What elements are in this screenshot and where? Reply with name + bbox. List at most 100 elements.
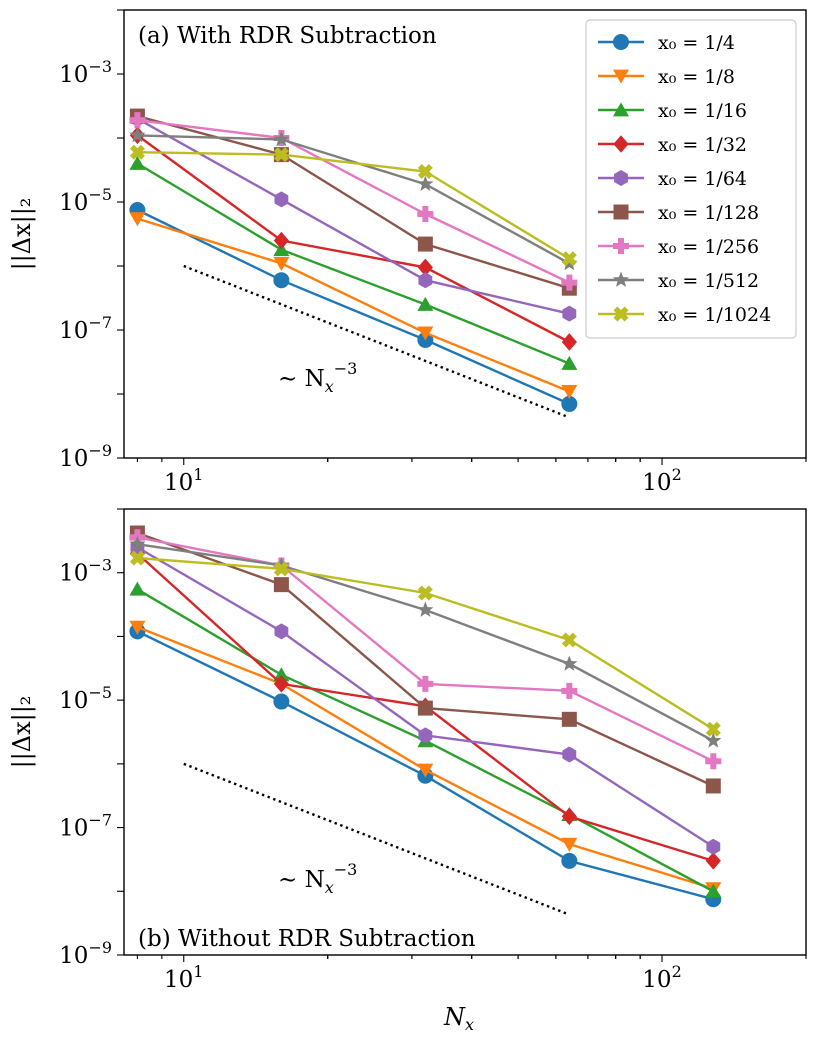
series-line: [137, 134, 570, 265]
series-line: [136, 531, 714, 788]
series-line: [137, 114, 570, 290]
data-point: [129, 112, 146, 129]
data-point: [417, 763, 434, 778]
data-point: [129, 535, 146, 552]
legend-marker: [613, 102, 629, 117]
series-line: [137, 119, 570, 284]
series-8: [129, 535, 722, 748]
panel-label: (b) Without RDR Subtraction: [138, 926, 476, 952]
legend-label: x₀ = 1/4: [658, 32, 735, 54]
series-9: [129, 144, 577, 267]
x-tick-label: 102: [642, 962, 681, 993]
data-point: [273, 693, 290, 710]
data-point: [273, 256, 290, 271]
data-point: [273, 577, 289, 593]
reference-slope-line: [183, 762, 567, 915]
series-line: [136, 208, 570, 405]
legend-label: x₀ = 1/512: [658, 270, 759, 292]
legend-item: x₀ = 1/256: [598, 236, 759, 258]
data-point: [706, 838, 721, 855]
data-point: [417, 585, 433, 601]
series-2: [129, 212, 578, 399]
data-point: [561, 274, 578, 291]
legend-item: x₀ = 1/16: [598, 100, 747, 122]
legend-item: x₀ = 1/1024: [598, 304, 771, 326]
data-point: [274, 191, 289, 208]
y-tick-label: 10−7: [59, 313, 112, 344]
legend-label: x₀ = 1/256: [658, 236, 759, 258]
data-point: [561, 333, 577, 351]
panel-b: 101 102 10−3 10−5 10−7 10−9 ||Δx||₂ Nx ∼ Nx−3 (b)…: [8, 508, 807, 1034]
legend-label: x₀ = 1/64: [658, 168, 747, 190]
data-point: [417, 601, 434, 617]
y-tick-label: 10−7: [59, 811, 112, 842]
data-point: [418, 727, 433, 744]
data-point: [418, 272, 433, 289]
legend-label: x₀ = 1/32: [658, 134, 747, 156]
y-axis-label: ||Δx||₂: [8, 198, 37, 271]
data-point: [561, 711, 577, 727]
data-point: [273, 556, 290, 573]
data-point: [561, 395, 578, 412]
data-point: [417, 700, 433, 716]
y-tick-label: 10−9: [59, 441, 112, 472]
reference-slope-line: [183, 264, 567, 418]
legend-marker: [613, 238, 629, 254]
data-point: [561, 384, 578, 399]
data-point: [417, 163, 433, 179]
data-point: [417, 258, 433, 277]
data-point: [562, 305, 577, 322]
legend-item: x₀ = 1/64: [598, 168, 747, 190]
legend-label: x₀ = 1/128: [658, 202, 759, 224]
data-point: [417, 236, 433, 252]
data-point: [562, 746, 577, 763]
legend-marker: [613, 34, 629, 50]
data-point: [273, 231, 289, 250]
data-point: [561, 807, 577, 826]
data-point: [561, 355, 578, 370]
data-point: [561, 251, 577, 267]
legend-label: x₀ = 1/8: [658, 66, 735, 88]
legend-marker: [613, 69, 629, 84]
data-point: [705, 753, 722, 770]
y-tick-label: 10−3: [59, 556, 112, 587]
series-1: [129, 201, 578, 412]
reference-slope-label: ∼ Nx−3: [278, 359, 357, 396]
reference-slope-label: ∼ Nx−3: [278, 860, 357, 897]
series-line: [137, 151, 570, 260]
data-point: [417, 205, 434, 222]
series-4: [129, 126, 577, 351]
legend-item: x₀ = 1/4: [598, 32, 735, 54]
data-point: [705, 721, 721, 737]
y-axis-label: ||Δx||₂: [8, 696, 37, 769]
series-3: [129, 155, 578, 370]
data-point: [705, 852, 721, 870]
data-point: [274, 623, 289, 640]
y-tick-label: 10−5: [59, 185, 112, 216]
series-9: [129, 550, 721, 737]
data-point: [705, 732, 722, 748]
series-7: [129, 112, 578, 291]
data-point: [129, 144, 145, 160]
data-point: [129, 155, 146, 170]
data-point: [561, 632, 577, 648]
data-point: [417, 175, 434, 192]
series-line: [136, 162, 570, 365]
legend-marker: [614, 170, 628, 186]
data-point: [273, 130, 290, 147]
data-point: [561, 655, 578, 671]
data-point: [129, 126, 146, 143]
legend-label: x₀ = 1/1024: [658, 304, 771, 326]
legend-item: x₀ = 1/128: [598, 202, 759, 224]
x-tick-label: 102: [642, 465, 681, 496]
data-point: [273, 272, 290, 289]
legend-marker: [613, 306, 629, 322]
data-point: [417, 326, 434, 341]
x-tick-label: 101: [164, 962, 203, 993]
panel-label: (a) With RDR Subtraction: [138, 23, 437, 49]
legend-marker: [613, 204, 629, 220]
series-line: [136, 625, 714, 890]
series-line: [136, 117, 570, 315]
y-tick-label: 10−3: [59, 57, 112, 88]
